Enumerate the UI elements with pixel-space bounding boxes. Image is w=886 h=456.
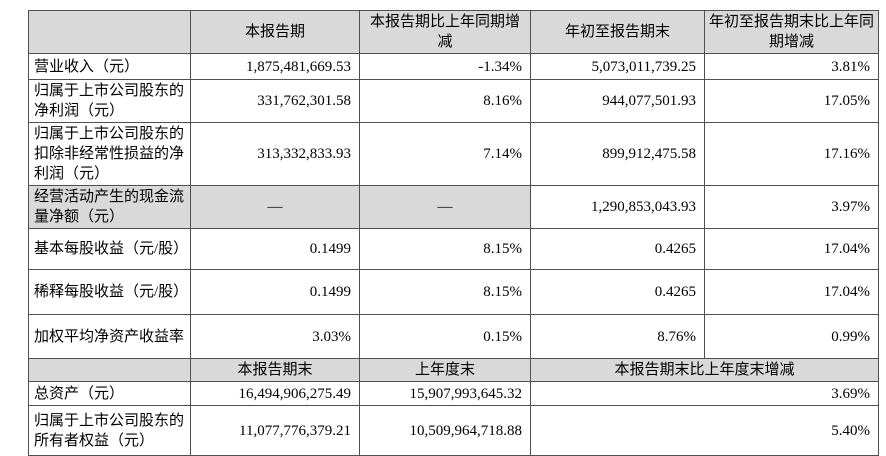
table-row: 归属于上市公司股东的净利润（元） 331,762,301.58 8.16% 944,0… xyxy=(28,79,879,123)
table-row: 营业收入（元） 1,875,481,669.53 -1.34% 5,073,011,7… xyxy=(28,53,879,80)
header-cell: 年初至报告期末比上年同期增减 xyxy=(704,10,879,54)
report-table-container: 本报告期 本报告期比上年同期增减 年初至报告期末 年初至报告期末比上年同期增减 营业收入… xyxy=(28,10,879,456)
value-cell: — xyxy=(359,185,531,229)
value-cell: 8.15% xyxy=(359,228,531,270)
value-cell: 899,912,475.58 xyxy=(530,122,705,186)
value-cell: 1,290,853,043.93 xyxy=(530,185,705,229)
value-cell: 8.16% xyxy=(359,79,531,123)
value-cell: 8.15% xyxy=(359,269,531,315)
header-row-bottom: 本报告期末 上年度末 本报告期末比上年度末增减 xyxy=(28,358,879,382)
header-row-top: 本报告期 本报告期比上年同期增减 年初至报告期末 年初至报告期末比上年同期增减 xyxy=(28,10,879,54)
value-cell: 3.03% xyxy=(190,314,360,359)
table-row: 加权平均净资产收益率 3.03% 0.15% 8.76% 0.99% xyxy=(28,314,879,359)
header-cell: 本报告期比上年同期增减 xyxy=(359,10,531,54)
value-cell: 0.99% xyxy=(704,314,879,359)
value-cell: 7.14% xyxy=(359,122,531,186)
value-cell: 11,077,776,379.21 xyxy=(190,405,360,456)
table-row: 经营活动产生的现金流量净额（元） — —1,290,853,043.93 3.97% xyxy=(28,185,879,229)
value-cell: 17.04% xyxy=(704,269,879,315)
value-cell: 15,907,993,645.32 xyxy=(359,381,531,406)
value-cell: 0.4265 xyxy=(530,269,705,315)
row-label: 归属于上市公司股东的扣除非经常性损益的净利润（元） xyxy=(28,122,191,186)
header-corner-cell xyxy=(28,10,191,54)
value-cell: 0.4265 xyxy=(530,228,705,270)
value-cell: 8.76% xyxy=(530,314,705,359)
header-cell: 年初至报告期末 xyxy=(530,10,705,54)
header-corner-cell xyxy=(28,358,191,382)
row-label: 总资产（元） xyxy=(28,381,191,406)
table-row: 总资产（元） 16,494,906,275.49 15,907,993,645.32… xyxy=(28,381,879,406)
value-cell: -1.34% xyxy=(359,53,531,80)
header-cell: 本报告期末 xyxy=(190,358,360,382)
value-cell: 0.15% xyxy=(359,314,531,359)
financial-summary-table: 本报告期 本报告期比上年同期增减 年初至报告期末 年初至报告期末比上年同期增减 营业收入… xyxy=(28,10,879,456)
row-label: 归属于上市公司股东的净利润（元） xyxy=(28,79,191,123)
value-cell: 5.40% xyxy=(530,405,879,456)
value-cell: 3.69% xyxy=(530,381,879,406)
table-row: 归属于上市公司股东的扣除非经常性损益的净利润（元） 313,332,833.93 7… xyxy=(28,122,879,186)
table-row: 归属于上市公司股东的所有者权益（元） 11,077,776,379.21 10,50… xyxy=(28,405,879,456)
row-label: 基本每股收益（元/股） xyxy=(28,228,191,270)
table-body: 本报告期 本报告期比上年同期增减 年初至报告期末 年初至报告期末比上年同期增减 营业收入… xyxy=(28,10,879,456)
header-cell: 本报告期末比上年度末增减 xyxy=(530,358,879,382)
value-cell: 0.1499 xyxy=(190,269,360,315)
table-row: 稀释每股收益（元/股） 0.1499 8.15% 0.4265 17.04% xyxy=(28,269,879,315)
row-label: 经营活动产生的现金流量净额（元） xyxy=(28,185,191,229)
value-cell: 1,875,481,669.53 xyxy=(190,53,360,80)
value-cell: 17.05% xyxy=(704,79,879,123)
value-cell: 313,332,833.93 xyxy=(190,122,360,186)
row-label: 稀释每股收益（元/股） xyxy=(28,269,191,315)
header-cell: 本报告期 xyxy=(190,10,360,54)
value-cell: — xyxy=(190,185,360,229)
value-cell: 16,494,906,275.49 xyxy=(190,381,360,406)
value-cell: 331,762,301.58 xyxy=(190,79,360,123)
value-cell: 3.81% xyxy=(704,53,879,80)
header-cell: 上年度末 xyxy=(359,358,531,382)
row-label: 营业收入（元） xyxy=(28,53,191,80)
value-cell: 5,073,011,739.25 xyxy=(530,53,705,80)
value-cell: 10,509,964,718.88 xyxy=(359,405,531,456)
value-cell: 944,077,501.93 xyxy=(530,79,705,123)
value-cell: 17.16% xyxy=(704,122,879,186)
row-label: 加权平均净资产收益率 xyxy=(28,314,191,359)
value-cell: 3.97% xyxy=(704,185,879,229)
row-label: 归属于上市公司股东的所有者权益（元） xyxy=(28,405,191,456)
value-cell: 0.1499 xyxy=(190,228,360,270)
value-cell: 17.04% xyxy=(704,228,879,270)
table-row: 基本每股收益（元/股） 0.1499 8.15% 0.4265 17.04% xyxy=(28,228,879,270)
